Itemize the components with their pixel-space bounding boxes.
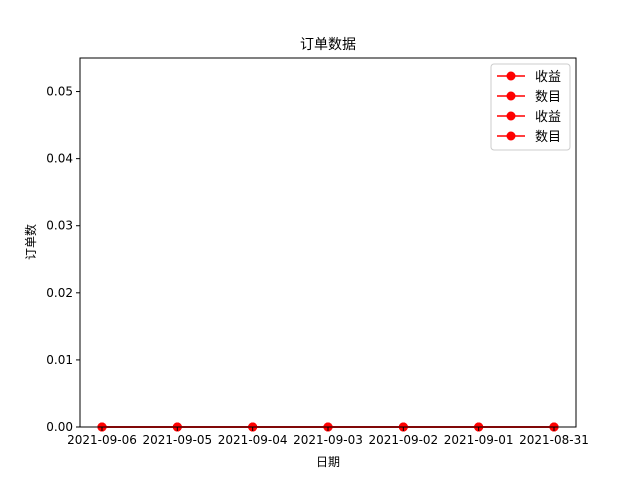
y-tick-label: 0.05	[46, 85, 73, 99]
x-axis-label: 日期	[316, 455, 340, 469]
y-tick-label: 0.00	[46, 420, 73, 434]
legend-marker	[506, 131, 516, 141]
y-tick-label: 0.04	[46, 152, 73, 166]
legend-marker	[506, 91, 516, 101]
y-axis: 0.00 0.01 0.02 0.03 0.04 0.05	[46, 85, 80, 434]
x-tick-label: 2021-09-04	[218, 433, 288, 447]
x-tick-label: 2021-09-03	[293, 433, 363, 447]
legend-label: 收益	[535, 70, 561, 85]
legend-label: 收益	[535, 110, 561, 125]
legend-marker	[506, 71, 516, 81]
y-tick-label: 0.01	[46, 353, 73, 367]
x-tick-label: 2021-09-06	[67, 433, 137, 447]
legend-label: 数目	[535, 130, 561, 145]
legend-marker	[506, 111, 516, 121]
chart-title: 订单数据	[300, 37, 356, 53]
legend-box	[490, 63, 571, 151]
y-axis-label: 订单数	[23, 224, 38, 260]
x-axis: 2021-09-06 2021-09-05 2021-09-04 2021-09-03…	[67, 427, 589, 447]
x-tick-label: 2021-09-02	[368, 433, 438, 447]
y-tick-label: 0.02	[46, 286, 73, 300]
legend-entry: 数目	[497, 130, 561, 145]
legend-entry: 数目	[497, 90, 561, 105]
x-tick-label: 2021-09-05	[142, 433, 212, 447]
legend-label: 数目	[535, 90, 561, 105]
legend-entry: 收益	[497, 70, 561, 85]
y-tick-label: 0.03	[46, 219, 73, 233]
x-tick-label: 2021-09-01	[444, 433, 514, 447]
legend-entry: 收益	[497, 110, 561, 125]
x-tick-label: 2021-08-31	[519, 433, 589, 447]
